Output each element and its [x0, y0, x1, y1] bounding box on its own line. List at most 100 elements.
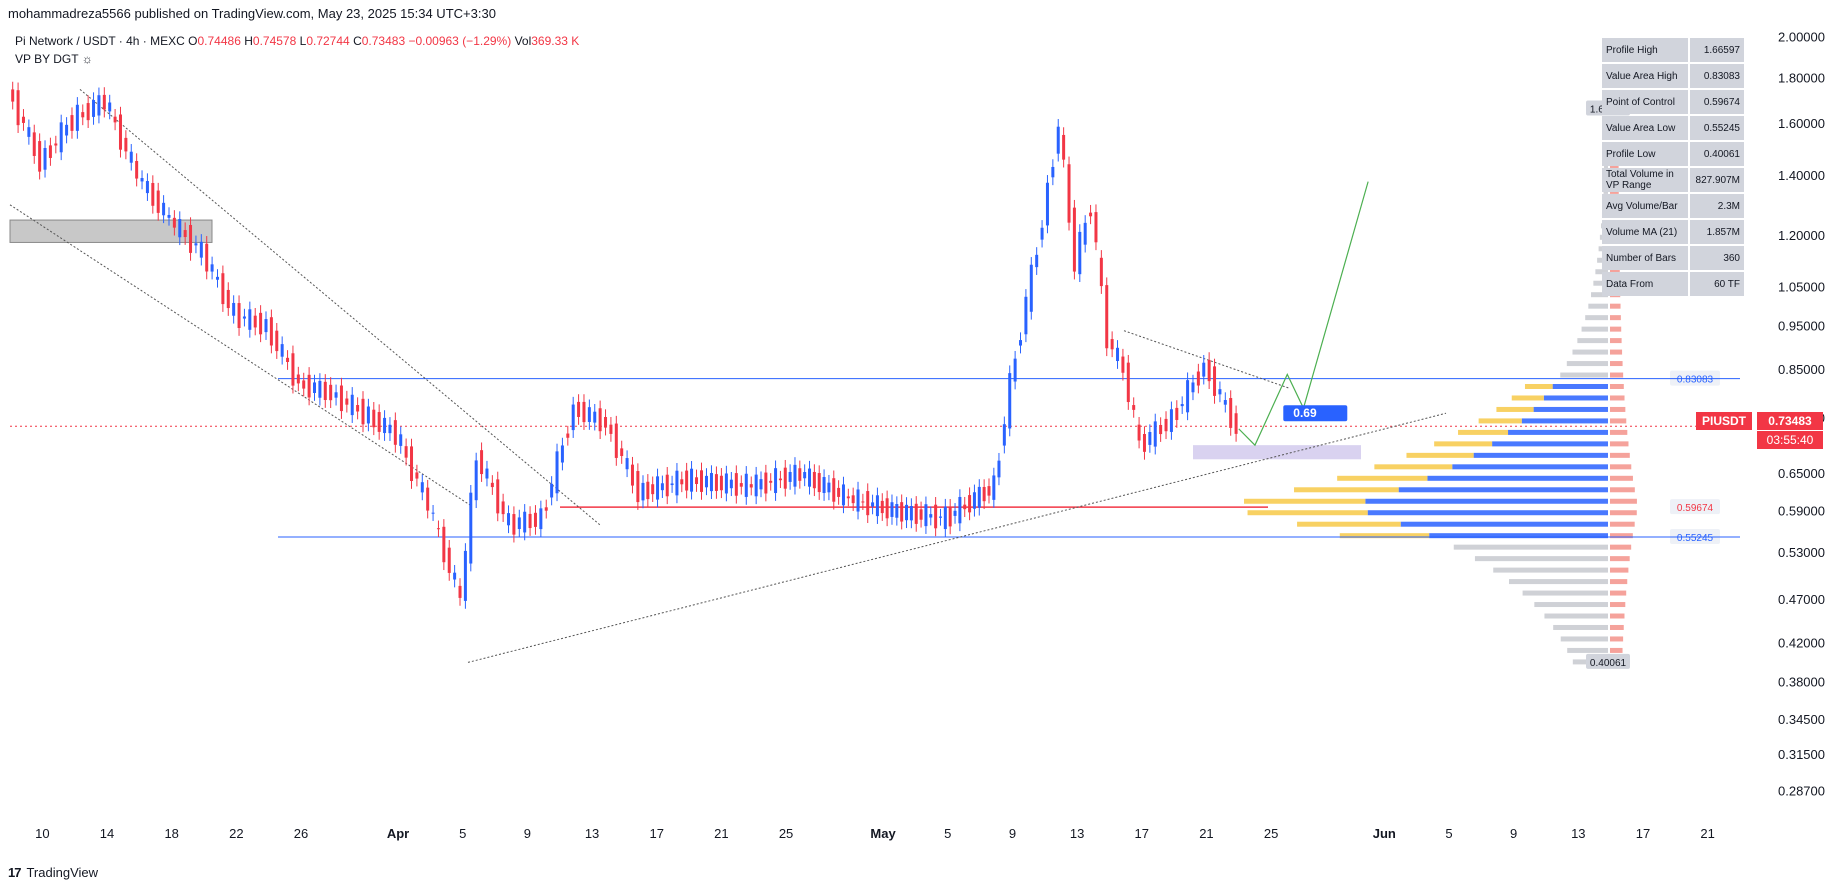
profile-bar — [1560, 636, 1608, 642]
candle-body — [690, 468, 694, 492]
candle-body — [1067, 164, 1071, 223]
time-tick-label: 5 — [944, 826, 951, 841]
candle-body — [566, 433, 570, 438]
candle-body — [199, 241, 203, 258]
symbol-name[interactable]: Pi Network / USDT · 4h · MEXC — [15, 34, 185, 48]
candle-body — [393, 420, 397, 445]
indicator-legend[interactable]: VP BY DGT ☼ — [15, 52, 93, 66]
candle-body — [846, 496, 850, 499]
stats-row: Profile Low 0.40061 — [1602, 142, 1744, 166]
candle-body — [501, 501, 505, 515]
candle-body — [783, 467, 787, 489]
candle-body — [714, 474, 718, 491]
candle-body — [695, 477, 699, 485]
stats-row: Avg Volume/Bar 2.3M — [1602, 194, 1744, 218]
profile-bar-volume — [1294, 487, 1399, 493]
profile-bar — [1398, 487, 1608, 493]
candle-body — [630, 464, 634, 486]
profile-delta-bar — [1610, 624, 1624, 630]
price-tick-label: 0.95000 — [1778, 319, 1825, 334]
candle-body — [323, 381, 327, 401]
footer-brand[interactable]: 17 TradingView — [8, 865, 98, 880]
high-label: H — [244, 34, 253, 48]
profile-bar — [1544, 613, 1608, 619]
candle-body — [808, 468, 812, 487]
profile-delta-bar — [1610, 303, 1621, 309]
candle-body — [719, 475, 723, 491]
candle-body — [841, 484, 845, 506]
candle-body — [415, 472, 419, 479]
candle-body — [992, 475, 996, 500]
candle-body — [759, 479, 763, 490]
candle-body — [286, 357, 290, 363]
brand-name: TradingView — [26, 865, 99, 880]
profile-delta-bar — [1610, 567, 1629, 573]
publisher-line: mohammadreza5566 published on TradingVie… — [8, 6, 496, 21]
stats-key: Value Area Low — [1602, 116, 1688, 140]
time-tick-label: 13 — [1070, 826, 1084, 841]
candle-body — [539, 508, 543, 530]
candle-body — [307, 374, 311, 398]
indicator-settings-icon[interactable]: ☼ — [81, 52, 93, 66]
indicator-name[interactable]: VP BY DGT — [15, 52, 79, 66]
profile-delta-bar — [1610, 395, 1625, 401]
candle-body — [856, 489, 860, 512]
demand-zone — [1193, 445, 1361, 460]
profile-delta-bar — [1610, 544, 1632, 550]
candle-body — [172, 217, 176, 228]
profile-bar-volume — [1247, 510, 1368, 516]
candle-body — [1062, 134, 1066, 160]
profile-bar — [1566, 361, 1608, 367]
time-tick-label: 22 — [229, 826, 243, 841]
trend-lines — [9, 89, 1740, 663]
profile-bar — [1585, 315, 1608, 321]
candle-body — [798, 468, 802, 481]
time-tick-label: 26 — [294, 826, 308, 841]
profile-bar — [1429, 533, 1608, 539]
candle-body — [934, 504, 938, 529]
price-tick-label: 0.85000 — [1778, 362, 1825, 377]
annotation-label: 0.69 — [1293, 406, 1317, 420]
stats-key: Profile High — [1602, 38, 1688, 62]
candle-body — [754, 474, 758, 497]
profile-bar — [1365, 498, 1608, 504]
candle-body — [205, 243, 209, 272]
profile-delta-bar — [1610, 521, 1635, 527]
profile-bar — [1452, 464, 1608, 470]
profile-bar — [1560, 372, 1608, 378]
candle-body — [1169, 409, 1173, 432]
profile-bar — [1567, 647, 1608, 653]
candle-body — [598, 408, 602, 432]
candle-body — [744, 473, 748, 497]
candle-body — [280, 344, 284, 357]
candle-body — [1180, 404, 1184, 407]
candle-body — [822, 477, 826, 494]
candle-body — [651, 484, 655, 495]
symbol-legend[interactable]: Pi Network / USDT · 4h · MEXC O0.74486 H… — [15, 34, 579, 48]
candle-body — [54, 143, 58, 146]
profile-bar — [1427, 475, 1608, 481]
profile-delta-bar — [1610, 418, 1627, 424]
stats-key: Value Area High — [1602, 64, 1688, 88]
profile-bar — [1492, 441, 1608, 447]
profile-bar-volume — [1434, 441, 1493, 447]
time-tick-label: 25 — [1264, 826, 1278, 841]
candle-body — [145, 181, 149, 194]
candle-body — [938, 516, 942, 518]
candle-body — [587, 407, 591, 422]
price-tick-label: 1.05000 — [1778, 280, 1825, 295]
candle-body — [463, 550, 467, 601]
candle-body — [972, 492, 976, 509]
high-value: 0.74578 — [252, 34, 297, 48]
candle-body — [550, 483, 554, 498]
volume-label: Vol — [514, 34, 532, 48]
candle-body — [1116, 347, 1120, 362]
bar-countdown: 03:55:40 — [1757, 431, 1823, 449]
candle-body — [793, 464, 797, 487]
candle-body — [291, 353, 295, 386]
profile-delta-bar — [1610, 464, 1632, 470]
stats-key: Total Volume in VP Range — [1602, 168, 1688, 192]
profile-bar — [1522, 590, 1608, 596]
candle-body — [1008, 373, 1012, 429]
